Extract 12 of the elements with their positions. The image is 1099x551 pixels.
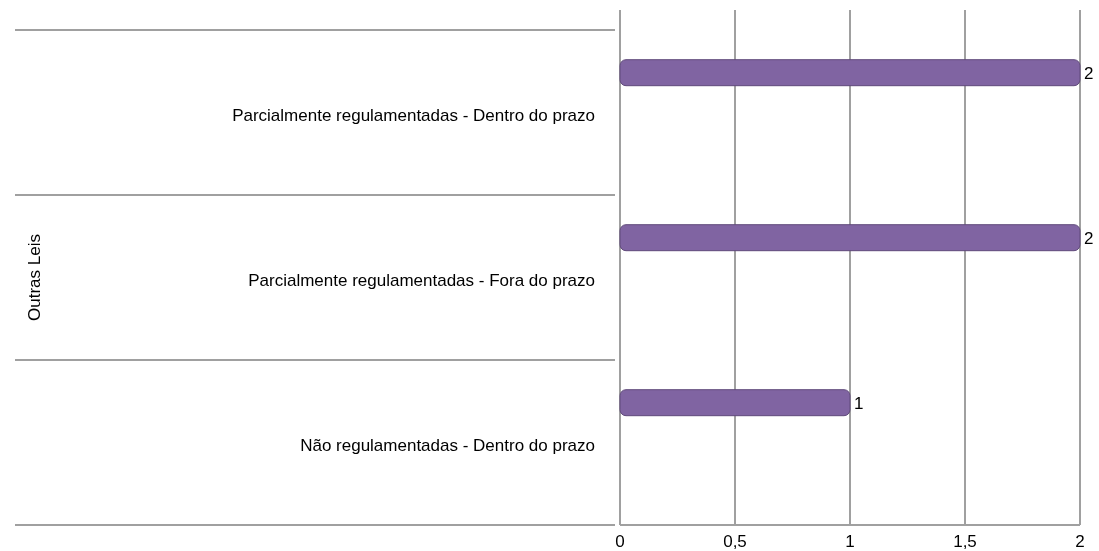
y-tick-label: Parcialmente regulamentadas - Dentro do prazo <box>232 105 595 125</box>
y-tick-label: Não regulamentadas - Dentro do prazo <box>300 435 595 455</box>
x-tick-label: 0 <box>615 532 625 551</box>
x-tick-label: 2 <box>1075 532 1085 551</box>
x-tick-label: 1,5 <box>953 532 977 551</box>
data-label: 1 <box>854 393 864 413</box>
x-tick-label: 1 <box>845 532 855 551</box>
data-label: 2 <box>1084 63 1094 83</box>
data-label: 2 <box>1084 228 1094 248</box>
x-tick-label: 0,5 <box>723 532 747 551</box>
y-tick-label: Parcialmente regulamentadas - Fora do prazo <box>248 270 595 290</box>
text: Outras Leis <box>25 234 44 321</box>
